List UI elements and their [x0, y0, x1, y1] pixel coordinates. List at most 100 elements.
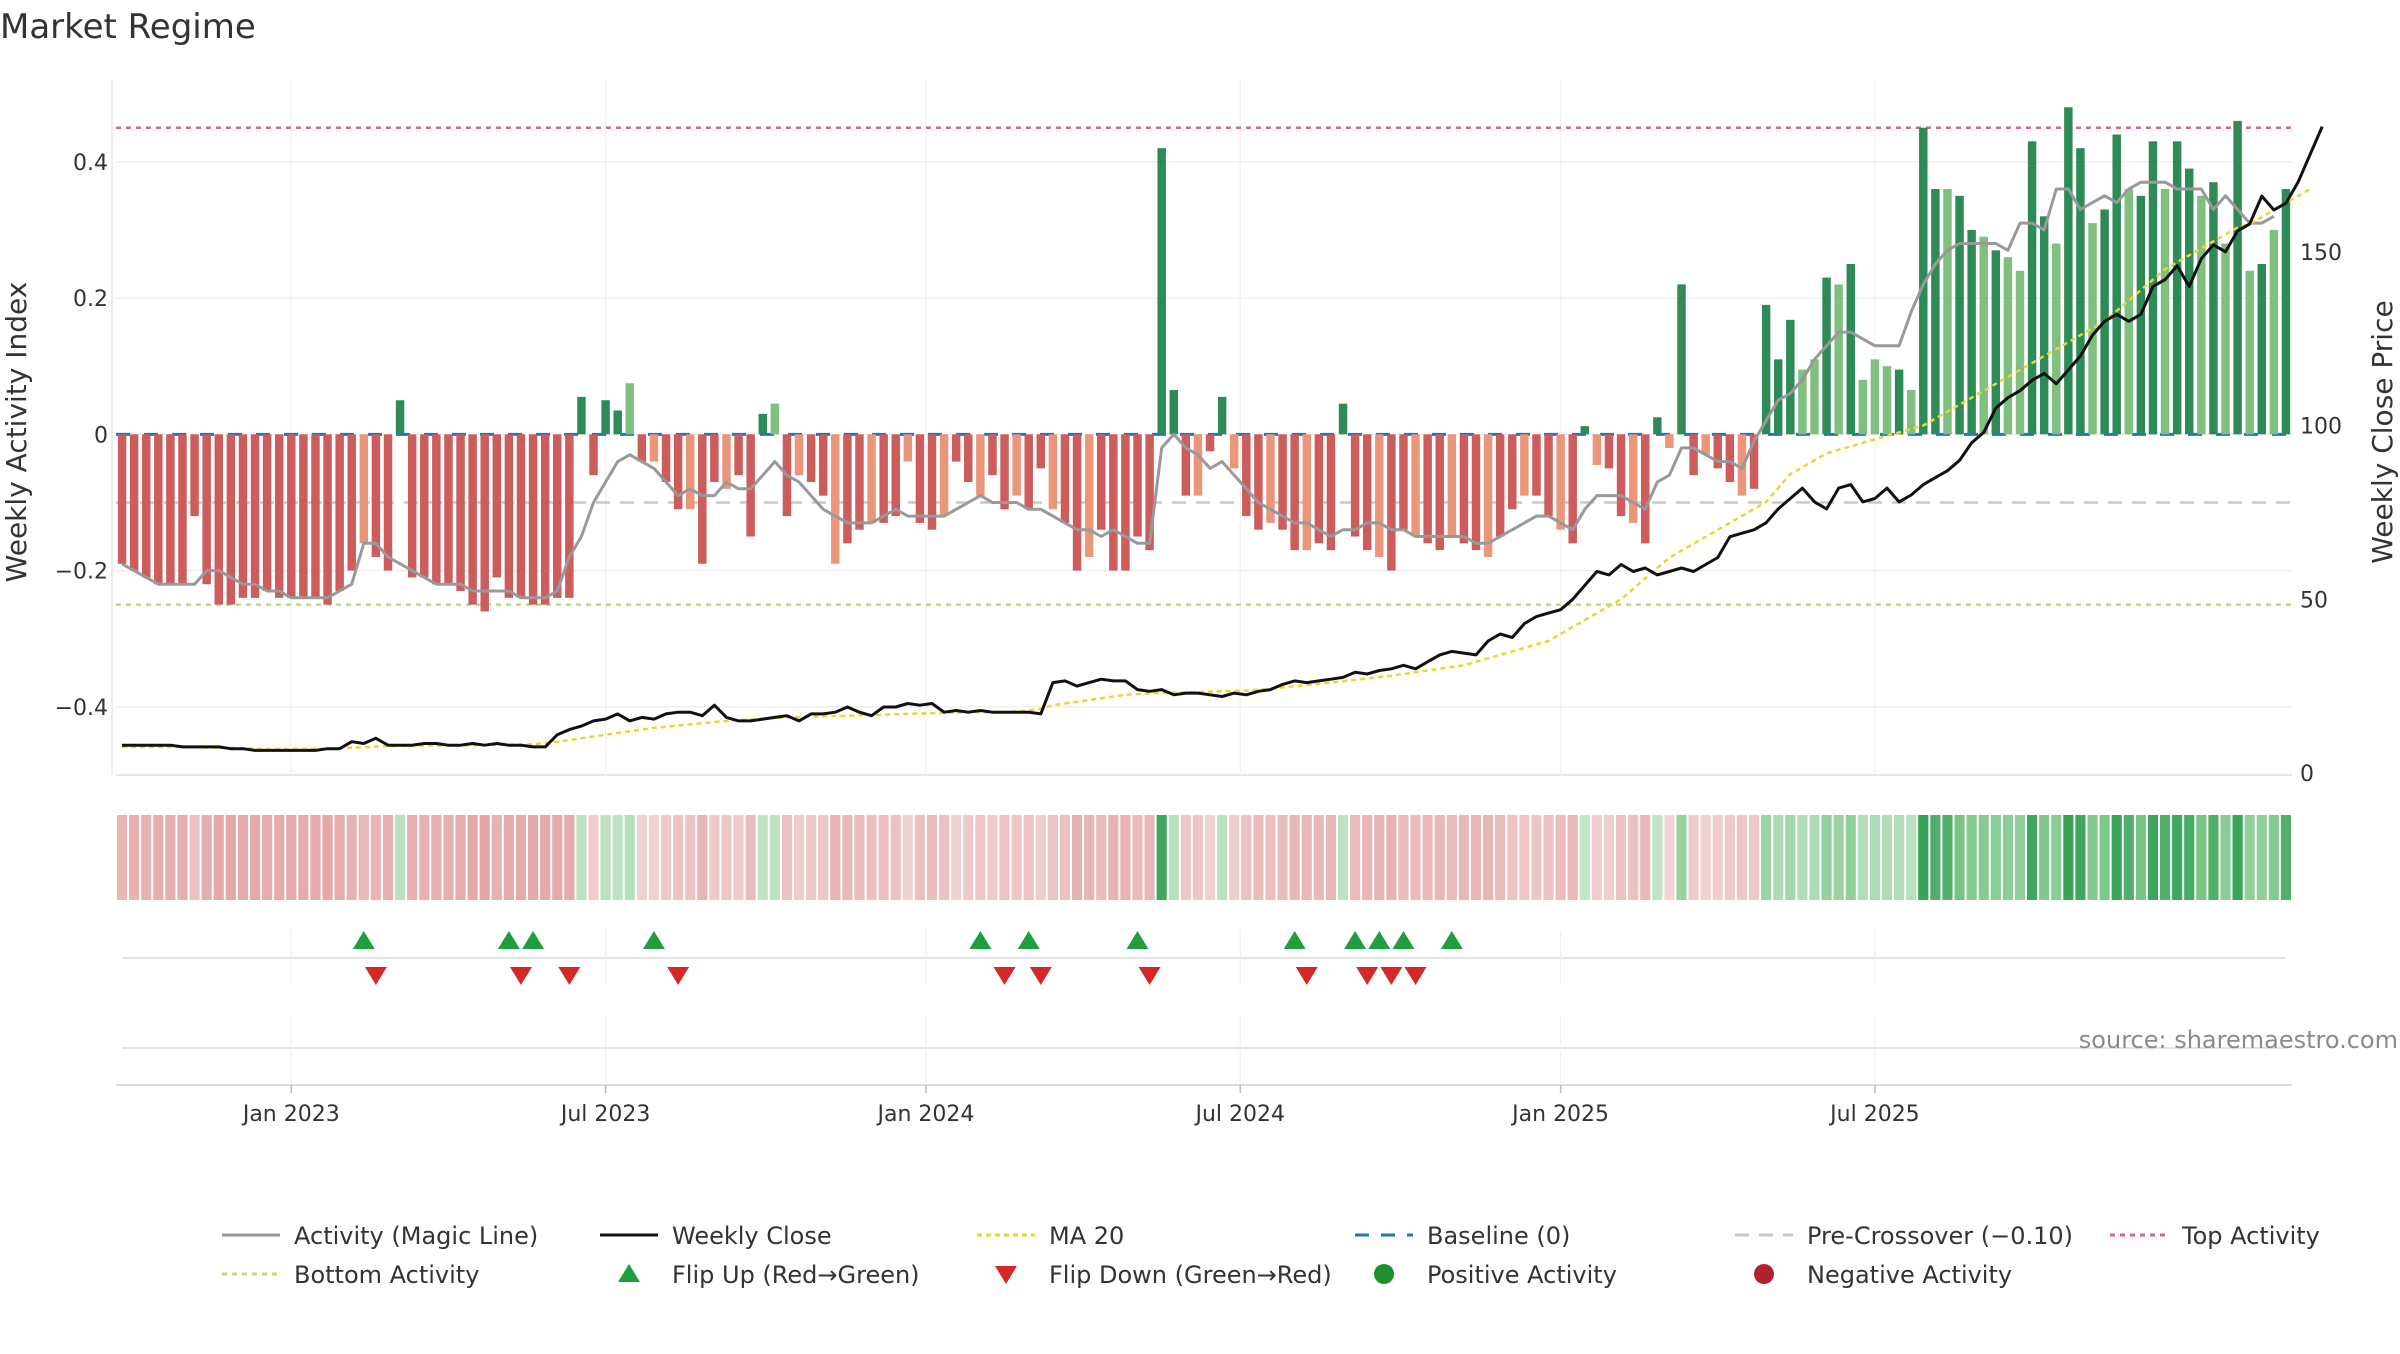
- flip-down-marker: [1380, 967, 1403, 985]
- activity-bar: [504, 434, 514, 598]
- main-grid: [111, 80, 2292, 776]
- regime-cell: [1362, 815, 1373, 900]
- activity-bars: [117, 107, 2291, 612]
- regime-cell: [2099, 815, 2110, 900]
- regime-cell: [745, 815, 756, 900]
- x-tick-label: Jul 2023: [559, 1102, 651, 1127]
- activity-bar: [891, 434, 900, 517]
- regime-cell: [2027, 815, 2038, 900]
- regime-cell: [2087, 815, 2098, 900]
- activity-bar: [1749, 434, 1759, 489]
- activity-bar: [2027, 141, 2037, 435]
- activity-bar: [1084, 434, 1094, 557]
- regime-cell: [1748, 815, 1760, 900]
- regime-cell: [818, 815, 829, 900]
- regime-cell: [842, 815, 853, 900]
- activity-bar: [202, 434, 211, 585]
- activity-bar: [1991, 250, 2001, 435]
- legend-swatch: [1754, 1264, 1774, 1284]
- regime-cell: [1047, 815, 1058, 900]
- regime-cell: [1966, 815, 1977, 900]
- regime-cell: [685, 815, 696, 900]
- x-tick-label: Jan 2023: [241, 1102, 340, 1127]
- regime-cell: [455, 815, 466, 900]
- activity-bar: [867, 434, 876, 523]
- regime-cell: [636, 815, 647, 900]
- activity-bar: [1181, 434, 1191, 496]
- regime-cell: [576, 815, 587, 900]
- regime-cell: [213, 815, 224, 900]
- regime-cell: [491, 815, 502, 900]
- activity-bar: [2197, 195, 2206, 435]
- magic-line-series: [121, 180, 2275, 600]
- regime-cell: [370, 815, 381, 900]
- activity-bar: [1604, 434, 1614, 469]
- flip-up-marker: [1440, 931, 1463, 949]
- x-axis-ticks: Jan 2023 Jul 2023 Jan 2024 Jul 2024 Jan 2025…: [241, 1085, 1920, 1127]
- activity-bar: [1943, 189, 1952, 435]
- regime-cell: [1011, 815, 1022, 900]
- regime-cell: [1567, 815, 1578, 900]
- regime-cell: [2135, 815, 2146, 900]
- activity-bar: [1725, 434, 1735, 483]
- regime-cell: [673, 815, 684, 900]
- regime-cell: [1410, 815, 1421, 900]
- activity-bar: [480, 434, 489, 612]
- regime-cell: [431, 815, 442, 900]
- regime-cell: [1591, 815, 1602, 900]
- regime-cell: [721, 815, 732, 900]
- activity-bar: [964, 434, 973, 483]
- activity-bar: [1242, 434, 1251, 517]
- activity-bar: [1024, 434, 1033, 510]
- right-tick-label: 150: [2300, 241, 2342, 266]
- regime-cell: [189, 815, 200, 900]
- regime-cell: [1712, 815, 1723, 900]
- x-tick-label: Jan 2025: [1510, 1102, 1609, 1127]
- right-axis-title: Weekly Close Price: [2366, 300, 2399, 563]
- legend-swatch: [618, 1264, 640, 1282]
- right-tick-label: 0: [2300, 762, 2314, 787]
- regime-cell: [1108, 815, 1119, 900]
- activity-bar: [1556, 434, 1565, 530]
- flip-up-marker: [352, 931, 375, 949]
- regime-cell: [1277, 815, 1288, 900]
- legend-label: Negative Activity: [1807, 1261, 2012, 1289]
- regime-cell: [1180, 815, 1191, 900]
- activity-bar: [383, 434, 393, 571]
- regime-cell: [1857, 815, 1868, 900]
- activity-bar: [1471, 434, 1481, 551]
- regime-cell: [733, 815, 744, 900]
- activity-bar: [1931, 189, 1940, 435]
- regime-cell: [1652, 815, 1663, 900]
- activity-bar: [190, 434, 199, 517]
- regime-cell: [890, 815, 901, 900]
- activity-bar: [1689, 434, 1698, 476]
- regime-cell: [1495, 815, 1506, 900]
- activity-bar: [2003, 257, 2013, 435]
- activity-bar: [1060, 434, 1070, 523]
- flip-down-marker: [1356, 967, 1379, 985]
- regime-cell: [395, 815, 406, 900]
- flip-down-marker: [1404, 967, 1427, 985]
- regime-cell: [2039, 815, 2050, 900]
- activity-bar: [1048, 434, 1058, 510]
- activity-bar: [1217, 396, 1227, 435]
- activity-bar: [1266, 434, 1275, 523]
- flip-up-marker: [1368, 931, 1391, 949]
- activity-bar: [698, 434, 707, 564]
- legend-label: Pre-Crossover (−0.10): [1807, 1222, 2073, 1250]
- activity-bar: [2245, 270, 2254, 435]
- activity-bar: [1254, 434, 1263, 530]
- activity-bar: [1290, 434, 1299, 551]
- activity-bar: [2015, 270, 2025, 435]
- activity-bar: [1205, 434, 1215, 452]
- activity-bar: [420, 434, 429, 578]
- regime-cell: [1229, 815, 1240, 900]
- regime-cell: [2208, 815, 2219, 900]
- legend-label: Flip Down (Green→Red): [1049, 1261, 1332, 1289]
- activity-bar: [238, 434, 248, 598]
- regime-cell: [1978, 815, 1989, 900]
- regime-cell: [1519, 815, 1530, 900]
- regime-cell: [1422, 815, 1433, 900]
- legend-swatch: [1374, 1264, 1394, 1284]
